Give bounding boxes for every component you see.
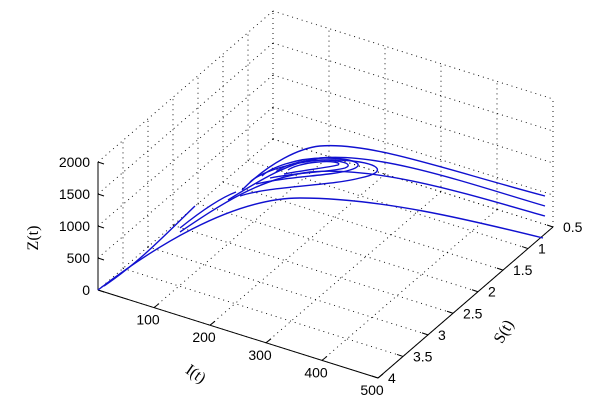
x-axis-label: I(t) xyxy=(182,361,208,387)
y-tick xyxy=(371,375,379,379)
y-tick xyxy=(446,310,454,314)
z-axis-label: Z(t) xyxy=(25,226,42,251)
x-tick xyxy=(321,356,328,361)
z-tick-label: 0 xyxy=(82,282,90,298)
grid-line xyxy=(122,267,404,357)
grid-line xyxy=(172,224,454,314)
grid-line xyxy=(197,203,479,293)
z-tick-label: 1000 xyxy=(59,218,90,234)
x-tick xyxy=(265,338,272,344)
y-tick xyxy=(396,353,404,357)
y-tick xyxy=(521,246,529,250)
grid-line xyxy=(97,74,274,227)
x-tick-label: 400 xyxy=(304,364,328,380)
y-axis-line xyxy=(377,226,554,379)
grid-line xyxy=(272,10,554,100)
y-tick-label: 2 xyxy=(488,284,496,300)
z-tick xyxy=(97,193,105,197)
z-tick-label: 1500 xyxy=(59,186,90,202)
x-tick xyxy=(153,303,160,308)
trajectory-segment xyxy=(97,197,544,291)
y-tick-label: 1.5 xyxy=(513,262,533,278)
grid-line xyxy=(147,246,429,336)
x-tick-label: 200 xyxy=(192,329,216,345)
z-tick xyxy=(97,225,105,229)
grid-line xyxy=(222,181,504,271)
x-tick-label: 300 xyxy=(248,347,272,363)
z-tick xyxy=(97,257,105,261)
grid-line xyxy=(272,74,554,164)
z-tick-label: 2000 xyxy=(59,154,90,170)
grid-lines xyxy=(97,10,554,379)
y-tick-label: 3.5 xyxy=(413,348,433,364)
grid-line xyxy=(272,138,554,228)
y-tick-label: 1 xyxy=(538,241,546,257)
grid-line xyxy=(272,42,554,132)
y-tick xyxy=(421,332,429,336)
grid-line xyxy=(153,156,330,308)
grid-line xyxy=(97,106,274,259)
x-tick xyxy=(377,373,384,379)
axes xyxy=(97,162,554,379)
y-tick xyxy=(471,289,479,293)
trajectory-segment xyxy=(239,159,379,197)
tick-marks xyxy=(97,161,554,379)
trajectory-segment xyxy=(241,144,546,197)
grid-line xyxy=(97,10,274,163)
trajectory-segment xyxy=(269,159,349,179)
trajectory-segment xyxy=(179,191,237,229)
y-tick-label: 4 xyxy=(388,370,396,386)
y-tick-label: 0.5 xyxy=(563,219,583,235)
tick-labels: 100 200 300 400 500 0.5 1 1.5 2 2.5 3 3.5 4 0 500 1000 1… xyxy=(59,154,583,398)
z-tick xyxy=(97,289,105,293)
grid-line xyxy=(209,173,386,326)
trajectory xyxy=(97,144,546,291)
z-tick-label: 500 xyxy=(67,250,91,266)
y-axis-label: S(t) xyxy=(491,317,518,346)
y-tick xyxy=(546,224,554,228)
x-tick-label: 500 xyxy=(360,382,384,398)
trajectory-segment xyxy=(103,205,196,287)
y-tick-label: 3 xyxy=(438,327,446,343)
x-tick xyxy=(209,320,216,326)
z-tick xyxy=(97,161,105,165)
grid-line xyxy=(321,209,498,361)
grid-line xyxy=(265,191,442,344)
trajectory-segment xyxy=(255,157,359,185)
y-tick xyxy=(496,267,504,271)
x-axis-line xyxy=(97,289,379,379)
trajectory-segment xyxy=(283,160,340,175)
grid-line xyxy=(97,42,274,195)
x-tick-label: 100 xyxy=(136,312,160,328)
trajectory-segment xyxy=(227,156,546,207)
y-tick-label: 2.5 xyxy=(463,305,483,321)
